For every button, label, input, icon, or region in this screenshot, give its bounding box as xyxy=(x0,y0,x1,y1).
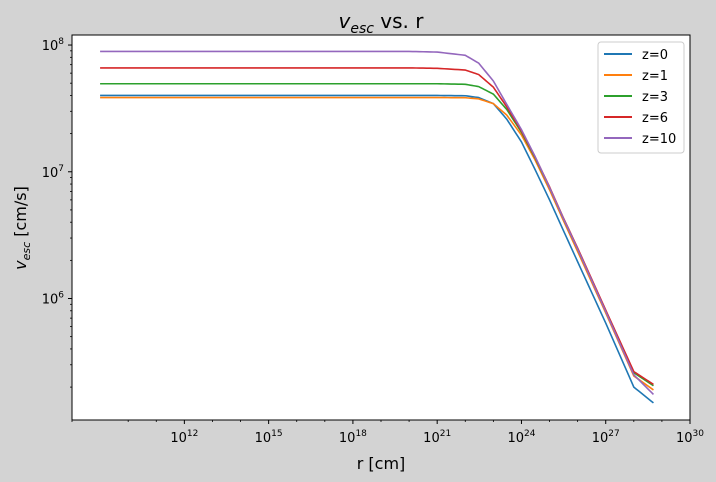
x-axis-label: r [cm] xyxy=(357,454,406,473)
x-tick-label: 1012 xyxy=(170,429,198,446)
series-layer xyxy=(100,50,655,404)
legend: z=0 z=1 z=3 z=6 z=10 xyxy=(597,41,685,154)
legend-label: z=6 xyxy=(642,111,668,126)
y-tick-label: 108 xyxy=(42,37,65,54)
legend-box xyxy=(597,41,685,154)
y-tick-label: 107 xyxy=(42,164,64,181)
ticks-layer: 1012 1015 1018 1021 1024 1027 1030 106 107 108 xyxy=(42,37,705,446)
series-line-z1 xyxy=(100,96,654,391)
legend-label: z=10 xyxy=(642,132,676,147)
x-tick-label: 1015 xyxy=(255,429,283,446)
y-axis-label: vesc [cm/s] xyxy=(11,186,33,270)
series-line-z10 xyxy=(100,50,655,396)
y-axis-label-var: v xyxy=(11,260,30,270)
x-tick-label: 1030 xyxy=(676,429,704,446)
x-tick-label: 1024 xyxy=(507,429,535,446)
chart-title-rest: vs. r xyxy=(374,9,424,33)
chart-title-sub: esc xyxy=(350,21,374,37)
x-tick-label: 1021 xyxy=(423,429,451,446)
x-tick-label: 1018 xyxy=(339,429,367,446)
x-tick-label: 1027 xyxy=(592,429,620,446)
y-axis-label-sub: esc xyxy=(20,242,33,261)
legend-label: z=1 xyxy=(642,69,668,84)
chart-title-var: v xyxy=(338,9,351,33)
legend-label: z=3 xyxy=(642,90,668,105)
y-axis-label-rest: [cm/s] xyxy=(11,186,30,242)
y-tick-label: 106 xyxy=(42,291,65,308)
chart-title: vesc vs. r xyxy=(338,9,424,37)
plot-area xyxy=(72,35,690,420)
series-line-z0 xyxy=(100,94,654,404)
legend-label: z=0 xyxy=(642,48,668,63)
